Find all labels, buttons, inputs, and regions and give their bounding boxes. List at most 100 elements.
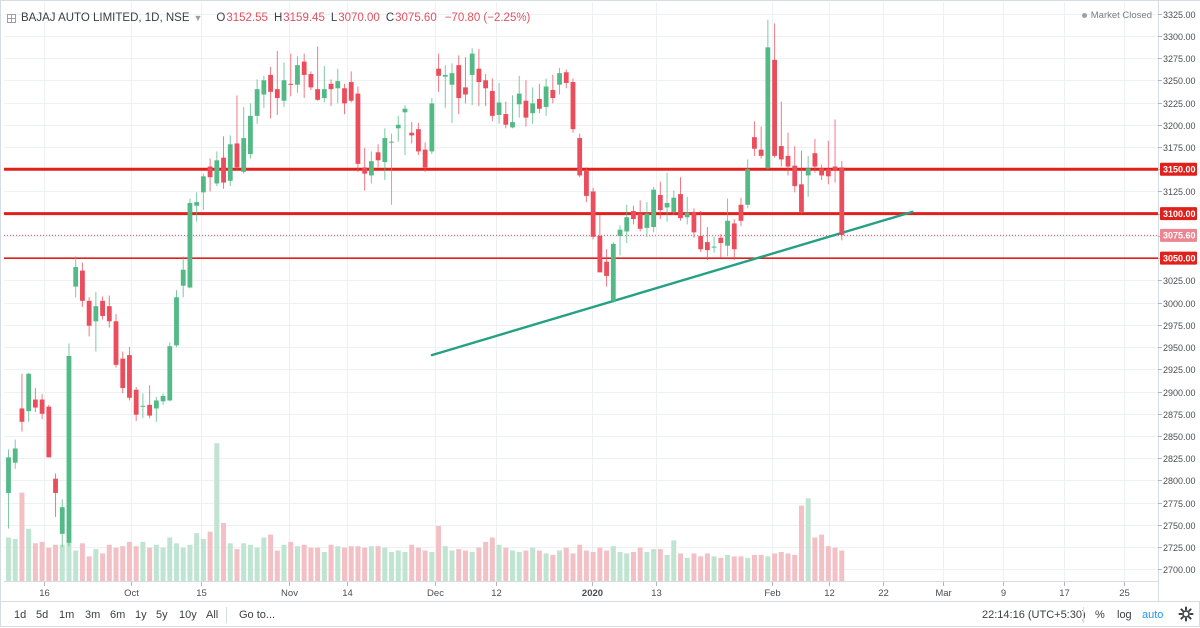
volume-bar	[355, 546, 361, 581]
candle-down	[476, 49, 482, 107]
timeframe-5d[interactable]: 5d	[36, 609, 49, 621]
candle-body	[489, 90, 495, 116]
candle-down	[631, 205, 636, 225]
auto-toggle[interactable]: auto	[1142, 609, 1164, 621]
candle-down	[584, 167, 589, 203]
trendline-group[interactable]	[430, 210, 914, 357]
candle-up	[368, 151, 374, 184]
volume-bar	[698, 556, 704, 581]
divider	[1083, 607, 1084, 623]
price-axis[interactable]: 2700.00 2725.00 2750.00 2775.00 2800.00 2825.…	[1158, 1, 1200, 601]
candle-down	[698, 211, 704, 252]
candle-down	[570, 78, 576, 133]
level-tag-text: 3050.00	[1163, 253, 1196, 263]
timeframe-3m[interactable]: 3m	[85, 609, 101, 621]
volume-bar	[751, 554, 757, 581]
time-axis[interactable]: 16 Oct 15 Nov 14 Dec 12 2020 13 Feb 12 22 Mar 9 17 25	[4, 581, 1158, 600]
candle-body	[691, 211, 697, 233]
candle-down	[738, 197, 744, 227]
volume-bar	[335, 546, 341, 581]
candle-body	[174, 297, 179, 346]
candle-body	[19, 408, 25, 422]
candle-down	[120, 351, 126, 394]
candle-body	[73, 267, 79, 287]
candle-body	[792, 165, 798, 187]
clock-readout[interactable]: 22:14:16 (UTC+5:30)	[982, 609, 1086, 621]
candle-body	[93, 306, 99, 322]
candle-body	[227, 144, 233, 181]
volume-bar	[772, 553, 778, 581]
chevron-down-icon[interactable]: ▼	[193, 13, 203, 23]
candle-down	[315, 46, 321, 101]
y-tick-label: 3000.00	[1163, 299, 1196, 309]
candle-up	[254, 79, 260, 124]
candle-body	[362, 167, 368, 174]
level-tag-text: 3150.00	[1163, 165, 1196, 175]
volume-bar	[429, 552, 435, 581]
candle-up	[335, 68, 341, 104]
gear-icon[interactable]	[1178, 606, 1194, 622]
volume-bar	[704, 553, 710, 581]
goto-button[interactable]: Go to...	[239, 609, 276, 621]
candle-body	[46, 406, 52, 458]
candle-body	[147, 404, 153, 416]
candle-body	[812, 153, 818, 167]
candle-body	[597, 235, 603, 273]
timeframe-1m[interactable]: 1m	[59, 609, 75, 621]
y-tick-label: 2825.00	[1163, 454, 1196, 464]
y-tick-label: 3175.00	[1163, 143, 1196, 153]
volume-bar	[644, 552, 650, 581]
volume-bar	[147, 547, 153, 581]
y-tick-label: 3300.00	[1163, 32, 1196, 42]
candle-body	[395, 124, 401, 129]
timeframe-1y[interactable]: 1y	[135, 609, 147, 621]
volume-bar	[113, 547, 119, 581]
volume-bar	[604, 550, 610, 581]
volume-bar	[577, 544, 583, 581]
candle-down	[46, 404, 52, 458]
candle-up	[805, 155, 811, 197]
volume-bar	[657, 549, 663, 581]
market-status-text: Market Closed	[1090, 10, 1152, 21]
collapse-icon[interactable]	[7, 13, 16, 23]
candle-down	[778, 101, 784, 167]
log-toggle[interactable]: log	[1117, 609, 1132, 621]
y-tick-label: 2725.00	[1163, 543, 1196, 553]
candle-down	[577, 133, 583, 178]
candle-body	[26, 373, 32, 412]
volume-bar	[328, 544, 334, 581]
candle-body	[543, 86, 549, 107]
candle-down	[678, 177, 683, 221]
candle-body	[221, 157, 226, 183]
timeframe-5y[interactable]: 5y	[156, 609, 168, 621]
volume-bar	[294, 546, 300, 581]
volume-bar	[32, 543, 38, 581]
candle-body	[637, 213, 643, 229]
y-tick-label: 3225.00	[1163, 99, 1196, 109]
symbol-title[interactable]: BAJAJ AUTO LIMITED, 1D, NSE	[21, 12, 190, 24]
candle-up	[160, 393, 166, 405]
candle-up	[59, 499, 65, 548]
timeframe-1d[interactable]: 1d	[14, 609, 27, 621]
candle-body	[684, 212, 690, 218]
timeframe-6m[interactable]: 6m	[110, 609, 126, 621]
volume-bar	[516, 552, 522, 581]
candle-up	[429, 98, 435, 155]
status-dot-icon	[1081, 13, 1087, 18]
candle-up	[684, 196, 690, 225]
price-axis-background	[1158, 1, 1200, 601]
candle-body	[436, 68, 441, 76]
volume-bar	[288, 541, 294, 581]
candle-body	[234, 143, 240, 168]
candle-body	[449, 73, 455, 85]
candle-up	[93, 291, 99, 352]
horizontal-level-lines[interactable]	[4, 167, 1158, 259]
timeframe-all[interactable]: All	[206, 609, 219, 621]
candle-body	[624, 217, 630, 232]
chart-plot[interactable]: 2700.00 2725.00 2750.00 2775.00 2800.00 2825.…	[1, 1, 1200, 601]
volume-bar	[510, 550, 515, 581]
timeframe-10y[interactable]: 10y	[179, 609, 197, 621]
candle-down	[785, 132, 791, 176]
y-tick-label: 3125.00	[1163, 187, 1196, 197]
percent-toggle[interactable]: %	[1095, 609, 1105, 621]
